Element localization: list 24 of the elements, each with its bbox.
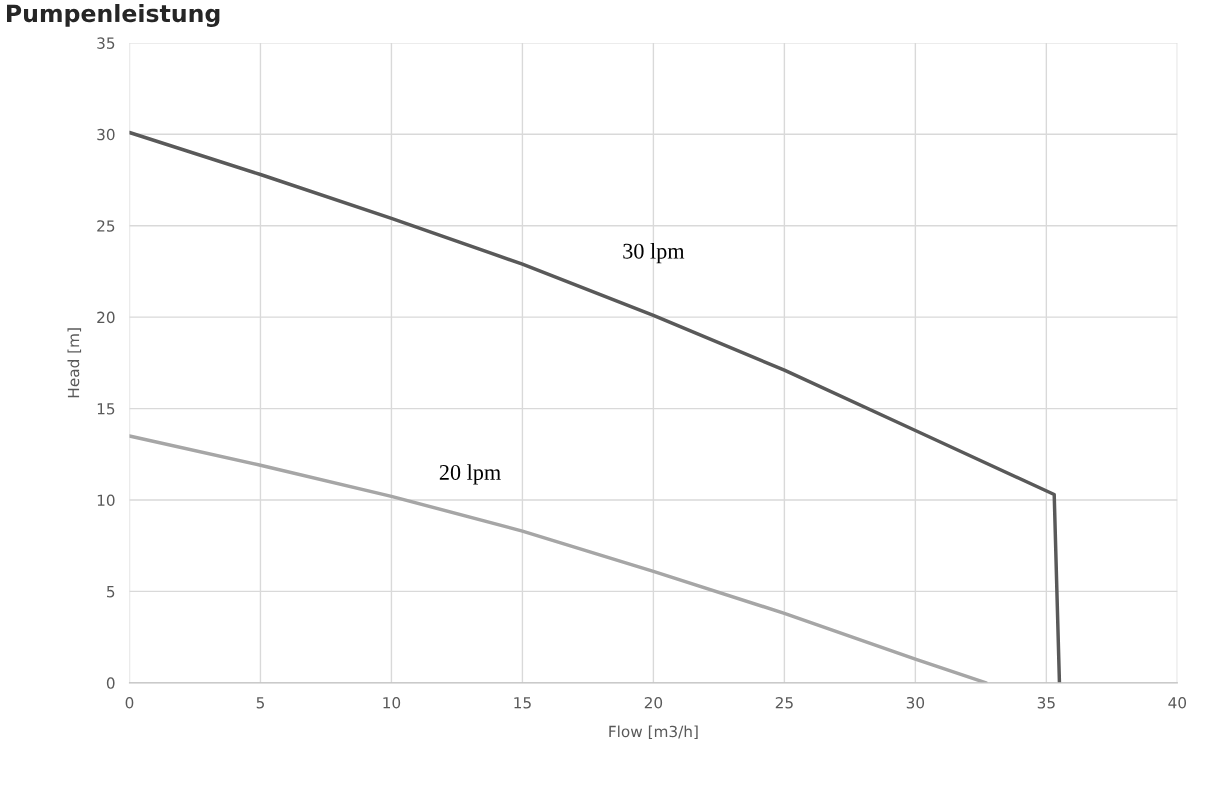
- x-tick-label: 40: [1168, 697, 1187, 709]
- y-tick-label: 25: [97, 220, 115, 232]
- y-tick-label: 20: [97, 311, 115, 324]
- x-tick-label: 0: [125, 697, 134, 709]
- y-axis-title: Head [m]: [67, 328, 82, 398]
- x-tick-label: 10: [383, 697, 401, 709]
- line-series: [129, 130, 1062, 683]
- x-tick-label: 5: [256, 697, 264, 709]
- x-tick-label: 25: [775, 697, 793, 709]
- chart-title: Pumpenleistung: [7, 3, 220, 28]
- series-label: 30 lpm: [623, 243, 685, 264]
- x-tick-label: 15: [514, 697, 531, 709]
- x-axis-title: Flow [m3/h]: [609, 725, 698, 740]
- y-tick-label: 30: [97, 128, 115, 141]
- y-tick-label: 5: [107, 586, 115, 598]
- series-label: 20 lpm: [439, 464, 501, 485]
- y-tick-label: 10: [97, 494, 115, 507]
- y-tick-label: 15: [97, 403, 115, 415]
- y-tick-label: 35: [97, 37, 115, 49]
- line-series: [129, 434, 988, 683]
- y-tick-label: 0: [106, 677, 115, 689]
- x-tick-label: 35: [1037, 697, 1055, 709]
- x-tick-label: 30: [906, 697, 925, 709]
- x-tick-label: 20: [644, 697, 663, 709]
